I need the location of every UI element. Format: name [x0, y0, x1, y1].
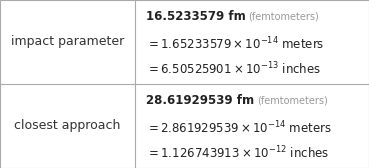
Text: $= 6.50525901\times10^{-13}$ inches: $= 6.50525901\times10^{-13}$ inches — [146, 61, 321, 77]
Text: $= 2.861929539\times10^{-14}$ meters: $= 2.861929539\times10^{-14}$ meters — [146, 119, 332, 136]
Text: 28.61929539 fm: 28.61929539 fm — [146, 94, 254, 107]
Text: (femtometers): (femtometers) — [248, 12, 319, 22]
Text: $= 1.65233579\times10^{-14}$ meters: $= 1.65233579\times10^{-14}$ meters — [146, 35, 324, 52]
Text: (femtometers): (femtometers) — [257, 96, 328, 106]
Text: impact parameter: impact parameter — [11, 35, 124, 49]
Text: $= 1.126743913\times10^{-12}$ inches: $= 1.126743913\times10^{-12}$ inches — [146, 145, 329, 161]
Text: 16.5233579 fm: 16.5233579 fm — [146, 10, 245, 23]
Text: closest approach: closest approach — [14, 119, 121, 133]
